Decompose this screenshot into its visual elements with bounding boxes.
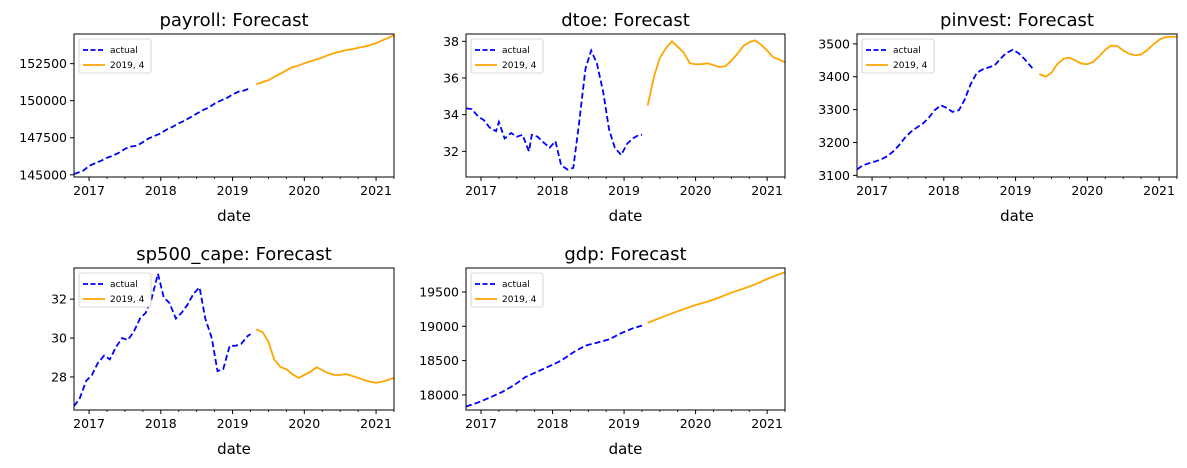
x-tick-label: 2017 [856, 183, 888, 198]
plot-frame [73, 267, 395, 411]
y-tick-label: 147500 [19, 130, 67, 145]
x-tick-label: 2017 [73, 183, 105, 198]
y-tick-label: 18000 [419, 387, 459, 402]
series-line-actual [466, 47, 642, 171]
y-tick-label: 19000 [419, 319, 459, 334]
plot-frame [465, 33, 786, 178]
chart-title: payroll: Forecast [159, 10, 308, 31]
x-tick-label: 2017 [73, 416, 105, 431]
x-tick-label: 2017 [465, 183, 497, 198]
y-tick-label: 3500 [818, 36, 850, 51]
legend-label-forecast: 2019, 4 [502, 295, 537, 305]
y-tick-label: 32 [443, 144, 459, 159]
chart-gdp: 2017 2018 2019 2020 2021 18000 18500 19000 19500… [419, 244, 786, 458]
x-axis-label: date [609, 207, 643, 225]
legend: actual 2019, 4 [78, 38, 152, 74]
legend-label-forecast: 2019, 4 [110, 295, 145, 305]
legend: actual 2019, 4 [78, 272, 152, 308]
x-tick-label: 2017 [465, 416, 497, 431]
x-tick-label: 2021 [1143, 183, 1175, 198]
y-tick-label: 152500 [19, 56, 67, 71]
x-tick-label: 2018 [537, 183, 569, 198]
x-tick-label: 2018 [928, 183, 960, 198]
chart-sp500-cape: 2017 2018 2019 2020 2021 28 30 32 sp500_cape: Fo… [51, 244, 395, 458]
chart-title: pinvest: Forecast [940, 10, 1094, 31]
y-tick-label: 145000 [19, 167, 67, 182]
x-axis-label: date [609, 440, 643, 458]
plot-frame [856, 33, 1178, 178]
series-line-actual [74, 87, 251, 175]
x-tick-label: 2018 [145, 416, 177, 431]
y-tick-label: 32 [51, 292, 67, 307]
y-tick-label: 150000 [19, 93, 67, 108]
x-tick-label: 2019 [608, 416, 640, 431]
plot-frame [73, 33, 395, 178]
y-tick-label: 28 [51, 369, 67, 384]
x-tick-label: 2020 [288, 183, 320, 198]
x-tick-label: 2019 [608, 183, 640, 198]
x-tick-label: 2018 [537, 416, 569, 431]
x-axis-label: date [217, 440, 251, 458]
legend-label-actual: actual [110, 46, 138, 56]
y-tick-label: 3400 [818, 69, 850, 84]
x-tick-label: 2020 [680, 416, 712, 431]
legend-label-actual: actual [110, 280, 138, 290]
series-line-forecast [255, 328, 394, 384]
x-tick-label: 2019 [1000, 183, 1032, 198]
legend: actual 2019, 4 [470, 272, 544, 308]
x-tick-label: 2020 [1071, 183, 1103, 198]
chart-title: gdp: Forecast [564, 244, 686, 265]
legend-label-actual: actual [502, 280, 530, 290]
x-tick-label: 2019 [217, 416, 249, 431]
legend: actual 2019, 4 [470, 38, 544, 74]
legend-label-actual: actual [893, 46, 921, 56]
legend: actual 2019, 4 [861, 38, 935, 74]
chart-payroll: 2017 2018 2019 2020 2021 145000 147500 150000 15… [19, 10, 395, 225]
chart-title: dtoe: Forecast [561, 10, 690, 31]
x-tick-label: 2020 [288, 416, 320, 431]
x-axis-label: date [217, 207, 251, 225]
x-tick-label: 2021 [360, 416, 392, 431]
y-tick-label: 34 [443, 107, 459, 122]
y-tick-label: 36 [443, 71, 459, 86]
y-tick-label: 3200 [818, 135, 850, 150]
x-tick-label: 2020 [680, 183, 712, 198]
series-line-forecast [647, 271, 785, 324]
y-tick-label: 30 [51, 331, 67, 346]
x-tick-label: 2021 [751, 416, 783, 431]
chart-dtoe: 2017 2018 2019 2020 2021 32 34 36 38 dtoe: Foreca… [443, 10, 786, 225]
legend-label-forecast: 2019, 4 [502, 61, 537, 71]
y-tick-label: 3300 [818, 102, 850, 117]
x-axis-label: date [1000, 207, 1034, 225]
x-tick-label: 2019 [217, 183, 249, 198]
series-line-actual [466, 324, 643, 408]
series-line-actual [74, 273, 252, 407]
series-line-forecast [1038, 35, 1177, 78]
legend-label-forecast: 2019, 4 [893, 61, 928, 71]
series-line-forecast [646, 39, 785, 106]
x-tick-label: 2021 [360, 183, 392, 198]
y-tick-label: 19500 [419, 285, 459, 300]
legend-label-actual: actual [502, 46, 530, 56]
y-tick-label: 38 [443, 34, 459, 49]
chart-title: sp500_cape: Forecast [136, 244, 332, 265]
plot-frame [465, 267, 786, 411]
series-line-forecast [255, 34, 394, 86]
legend-label-forecast: 2019, 4 [110, 61, 145, 71]
y-tick-label: 18500 [419, 353, 459, 368]
chart-pinvest: 2017 2018 2019 2020 2021 3100 3200 3300 3400 3500… [818, 10, 1178, 225]
x-tick-label: 2021 [751, 183, 783, 198]
y-tick-label: 3100 [818, 168, 850, 183]
x-tick-label: 2018 [145, 183, 177, 198]
